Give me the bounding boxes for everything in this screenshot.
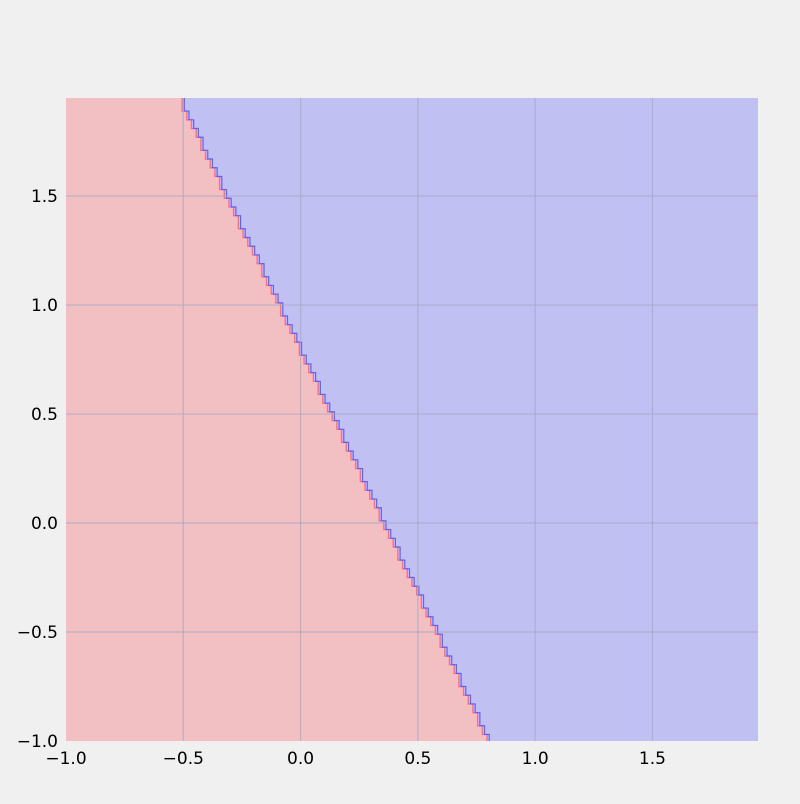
x-tick-label: 1.0	[522, 749, 549, 769]
x-axis-ticks: −1.0 −0.5 0.0 0.5 1.0 1.5	[45, 749, 666, 769]
y-tick-label: −1.0	[17, 732, 58, 752]
y-axis-ticks: −1.0 −0.5 0.0 0.5 1.0 1.5	[17, 187, 58, 752]
x-tick-label: 0.5	[404, 749, 431, 769]
x-tick-label: −0.5	[163, 749, 204, 769]
region-left	[66, 98, 489, 741]
y-tick-label: −0.5	[17, 623, 58, 643]
y-tick-label: 1.0	[31, 296, 58, 316]
boundary-contour-blue	[183, 98, 490, 741]
x-tick-label: 0.0	[287, 749, 314, 769]
x-tick-label: 1.5	[639, 749, 666, 769]
y-tick-label: 0.0	[31, 514, 58, 534]
y-tick-label: 1.5	[31, 187, 58, 207]
plot-area	[66, 98, 758, 741]
y-tick-label: 0.5	[31, 405, 58, 425]
x-tick-label: −1.0	[45, 749, 86, 769]
grid-lines	[66, 98, 758, 741]
